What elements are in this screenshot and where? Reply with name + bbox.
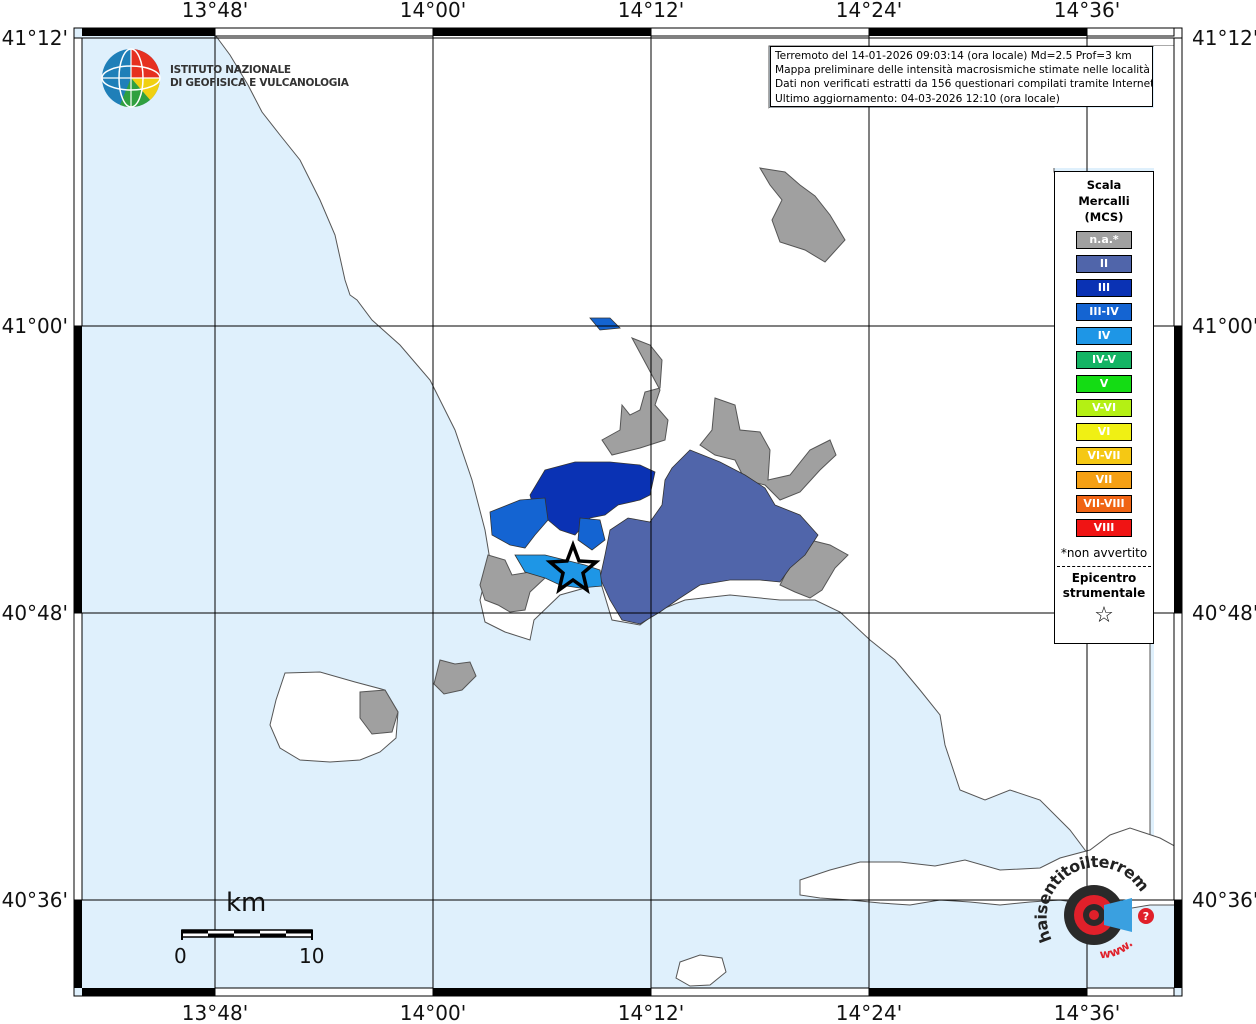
frame-bar-top	[82, 27, 1175, 37]
legend-item: VII-VIII	[1076, 495, 1132, 513]
epicenter-star-icon	[545, 540, 601, 595]
legend-item: n.a.*	[1076, 231, 1132, 249]
top-lon-label: 14°12'	[618, 0, 684, 22]
legend-title-line: (MCS)	[1084, 210, 1124, 224]
legend-item: III-IV	[1076, 303, 1132, 321]
legend-item: II	[1076, 255, 1132, 273]
legend-star-icon: ☆	[1094, 603, 1114, 628]
legend-epicenter-label: Epicentro strumentale	[1055, 571, 1153, 601]
right-lat-label: 41°00'	[1192, 314, 1256, 338]
bottom-lon-label: 14°24'	[836, 1001, 902, 1024]
bottom-lon-label: 13°48'	[182, 1001, 248, 1024]
area-na-east	[699, 397, 837, 501]
ingv-logo-icon	[101, 48, 161, 108]
event-info-line: Dati non verificati estratti da 156 ques…	[775, 78, 1153, 91]
legend-item: VIII	[1076, 519, 1132, 537]
legend-epicenter-line: Epicentro	[1071, 571, 1137, 585]
procida-island	[433, 659, 477, 695]
event-info-box: Terremoto del 14-01-2026 09:03:14 (ora l…	[770, 46, 1153, 107]
left-lat-label: 40°48'	[2, 601, 68, 625]
area-intensity-IV	[514, 554, 603, 589]
legend-title: Scala Mercalli (MCS)	[1055, 177, 1153, 225]
scale-bar	[181, 929, 313, 940]
haisentito-logo-icon: ?	[1064, 885, 1154, 945]
ingv-line2: DI GEOFISICA E VULCANOLOGIA	[170, 77, 349, 89]
legend-note: *non avvertito	[1060, 546, 1148, 560]
right-lat-label: 40°48'	[1192, 601, 1256, 625]
scale-end-label: 10	[299, 944, 325, 968]
legend-item: V-VI	[1076, 399, 1132, 417]
ingv-line1: ISTITUTO NAZIONALE	[170, 64, 291, 76]
ingv-name: ISTITUTO NAZIONALE DI GEOFISICA E VULCAN…	[170, 64, 349, 90]
legend-item: VI-VII	[1076, 447, 1132, 465]
legend-epicenter-line: strumentale	[1062, 586, 1146, 600]
legend-item: IV-V	[1076, 351, 1132, 369]
event-info-line: Mappa preliminare delle intensità macros…	[775, 64, 1150, 77]
event-info-line: Terremoto del 14-01-2026 09:03:14 (ora l…	[775, 50, 1132, 62]
bottom-lon-label: 14°36'	[1054, 1001, 1120, 1024]
top-lon-label: 14°24'	[836, 0, 902, 22]
mainland-ne	[769, 108, 1182, 168]
top-lon-label: 13°48'	[182, 0, 248, 22]
legend-items: n.a.* II III III-IV IV IV-V V V-VI VI VI-VII VII VI…	[1055, 231, 1153, 537]
intensity-legend: Scala Mercalli (MCS) n.a.* II III III-IV IV I…	[1054, 171, 1154, 644]
graticule	[74, 28, 1182, 996]
top-lon-label: 14°00'	[400, 0, 466, 22]
left-lat-label: 40°36'	[2, 888, 68, 912]
capri-island	[675, 954, 727, 987]
area-intensity-II	[599, 449, 819, 625]
legend-title-line: Mercalli	[1078, 194, 1130, 208]
legend-item: VI	[1076, 423, 1132, 441]
frame-bar-right	[1173, 37, 1183, 988]
bottom-lon-label: 14°12'	[618, 1001, 684, 1024]
bottom-lon-label: 14°00'	[400, 1001, 466, 1024]
ischia-grey	[359, 689, 399, 735]
legend-item: III	[1076, 279, 1132, 297]
svg-text:?: ?	[1143, 910, 1149, 923]
left-lat-label: 41°00'	[2, 314, 68, 338]
frame-bar-left	[73, 37, 83, 988]
left-lat-label: 41°12'	[2, 26, 68, 50]
area-na-north	[759, 167, 846, 263]
frame-bar-bottom	[82, 987, 1175, 997]
legend-divider	[1057, 566, 1151, 567]
top-lon-label: 14°36'	[1054, 0, 1120, 22]
legend-item: IV	[1076, 327, 1132, 345]
legend-item: V	[1076, 375, 1132, 393]
legend-item: VII	[1076, 471, 1132, 489]
scale-start-label: 0	[174, 944, 187, 968]
scale-unit: km	[226, 888, 267, 918]
right-lat-label: 41°12'	[1192, 26, 1256, 50]
right-lat-label: 40°36'	[1192, 888, 1256, 912]
area-na-west	[479, 554, 546, 613]
legend-title-line: Scala	[1086, 178, 1122, 192]
event-info-line: Ultimo aggiornamento: 04-03-2026 12:10 (…	[775, 92, 1060, 105]
